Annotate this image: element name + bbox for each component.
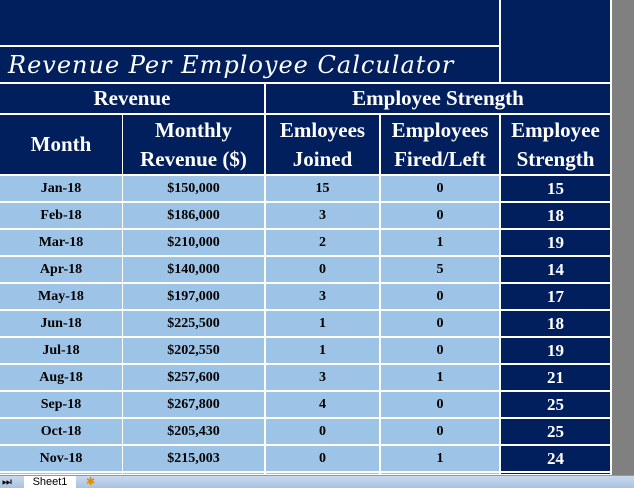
cell-employee-strength[interactable]: 18 <box>501 311 610 336</box>
cell-employees-fired-left[interactable]: 0 <box>381 203 499 228</box>
cell-employees-fired-left[interactable]: 1 <box>381 365 499 390</box>
empty-cell[interactable] <box>0 473 122 474</box>
column-header-monthly-revenue: Monthly Revenue ($) <box>123 115 264 174</box>
empty-cell[interactable] <box>501 473 610 474</box>
cell-employee-strength[interactable]: 19 <box>501 230 610 255</box>
cell-employees-fired-left[interactable]: 0 <box>381 419 499 444</box>
tab-scroll-last-icon[interactable]: ⏭ <box>2 476 12 488</box>
cell-employee-strength[interactable]: 19 <box>501 338 610 363</box>
cell-month[interactable]: Sep-18 <box>0 392 122 417</box>
cell-month[interactable]: Aug-18 <box>0 365 122 390</box>
cell-employee-strength[interactable]: 21 <box>501 365 610 390</box>
cell-employee-strength[interactable]: 25 <box>501 419 610 444</box>
top-right-block <box>501 0 610 82</box>
cell-employees-joined[interactable]: 15 <box>266 176 379 201</box>
cell-monthly-revenue[interactable]: $205,430 <box>123 419 264 444</box>
cell-employees-joined[interactable]: 2 <box>266 230 379 255</box>
cell-month[interactable]: Jul-18 <box>0 338 122 363</box>
cell-employee-strength[interactable]: 24 <box>501 446 610 471</box>
column-header-employees-joined: Emloyees Joined <box>266 115 379 174</box>
cell-employees-joined[interactable]: 1 <box>266 338 379 363</box>
cell-month[interactable]: Apr-18 <box>0 257 122 282</box>
cell-employees-joined[interactable]: 0 <box>266 419 379 444</box>
cell-employees-joined[interactable]: 0 <box>266 446 379 471</box>
cell-monthly-revenue[interactable]: $150,000 <box>123 176 264 201</box>
cell-employees-fired-left[interactable]: 0 <box>381 311 499 336</box>
cell-monthly-revenue[interactable]: $186,000 <box>123 203 264 228</box>
cell-month[interactable]: Oct-18 <box>0 419 122 444</box>
group-header-employee-strength: Employee Strength <box>266 84 610 113</box>
cell-employees-joined[interactable]: 3 <box>266 203 379 228</box>
column-header-employee-strength: Employee Strength <box>501 115 610 174</box>
cell-employee-strength[interactable]: 18 <box>501 203 610 228</box>
cell-employees-fired-left[interactable]: 0 <box>381 338 499 363</box>
column-header-month: Month <box>0 115 122 174</box>
sheet-tab-bar: ⏭ Sheet1 ✱ <box>0 475 634 488</box>
cell-month[interactable]: Feb-18 <box>0 203 122 228</box>
group-header-revenue: Revenue <box>0 84 264 113</box>
cell-employees-joined[interactable]: 3 <box>266 284 379 309</box>
page-title: Revenue Per Employee Calculator <box>0 47 499 82</box>
empty-cell[interactable] <box>381 473 499 474</box>
cell-month[interactable]: Jun-18 <box>0 311 122 336</box>
gray-area <box>612 0 634 475</box>
cell-month[interactable]: May-18 <box>0 284 122 309</box>
cell-employees-joined[interactable]: 0 <box>266 257 379 282</box>
cell-employees-fired-left[interactable]: 5 <box>381 257 499 282</box>
empty-cell[interactable] <box>266 473 379 474</box>
cell-month[interactable]: Jan-18 <box>0 176 122 201</box>
insert-sheet-icon[interactable]: ✱ <box>86 476 96 488</box>
cell-month[interactable]: Mar-18 <box>0 230 122 255</box>
cell-monthly-revenue[interactable]: $140,000 <box>123 257 264 282</box>
cell-employees-fired-left[interactable]: 1 <box>381 230 499 255</box>
sheet-tab-sheet1[interactable]: Sheet1 <box>24 476 76 488</box>
column-header-employees-fired-left: Employees Fired/Left <box>381 115 499 174</box>
cell-monthly-revenue[interactable]: $215,003 <box>123 446 264 471</box>
cell-monthly-revenue[interactable]: $257,600 <box>123 365 264 390</box>
cell-employee-strength[interactable]: 15 <box>501 176 610 201</box>
cell-monthly-revenue[interactable]: $202,550 <box>123 338 264 363</box>
cell-employee-strength[interactable]: 17 <box>501 284 610 309</box>
cell-employees-fired-left[interactable]: 0 <box>381 284 499 309</box>
cell-employees-joined[interactable]: 1 <box>266 311 379 336</box>
cell-monthly-revenue[interactable]: $267,800 <box>123 392 264 417</box>
cell-month[interactable]: Nov-18 <box>0 446 122 471</box>
top-banner <box>0 0 499 45</box>
empty-cell[interactable] <box>123 473 264 474</box>
cell-monthly-revenue[interactable]: $225,500 <box>123 311 264 336</box>
cell-monthly-revenue[interactable]: $197,000 <box>123 284 264 309</box>
cell-employees-fired-left[interactable]: 0 <box>381 392 499 417</box>
cell-employees-fired-left[interactable]: 0 <box>381 176 499 201</box>
cell-employees-fired-left[interactable]: 1 <box>381 446 499 471</box>
cell-employees-joined[interactable]: 4 <box>266 392 379 417</box>
cell-employee-strength[interactable]: 25 <box>501 392 610 417</box>
cell-employees-joined[interactable]: 3 <box>266 365 379 390</box>
cell-monthly-revenue[interactable]: $210,000 <box>123 230 264 255</box>
cell-employee-strength[interactable]: 14 <box>501 257 610 282</box>
